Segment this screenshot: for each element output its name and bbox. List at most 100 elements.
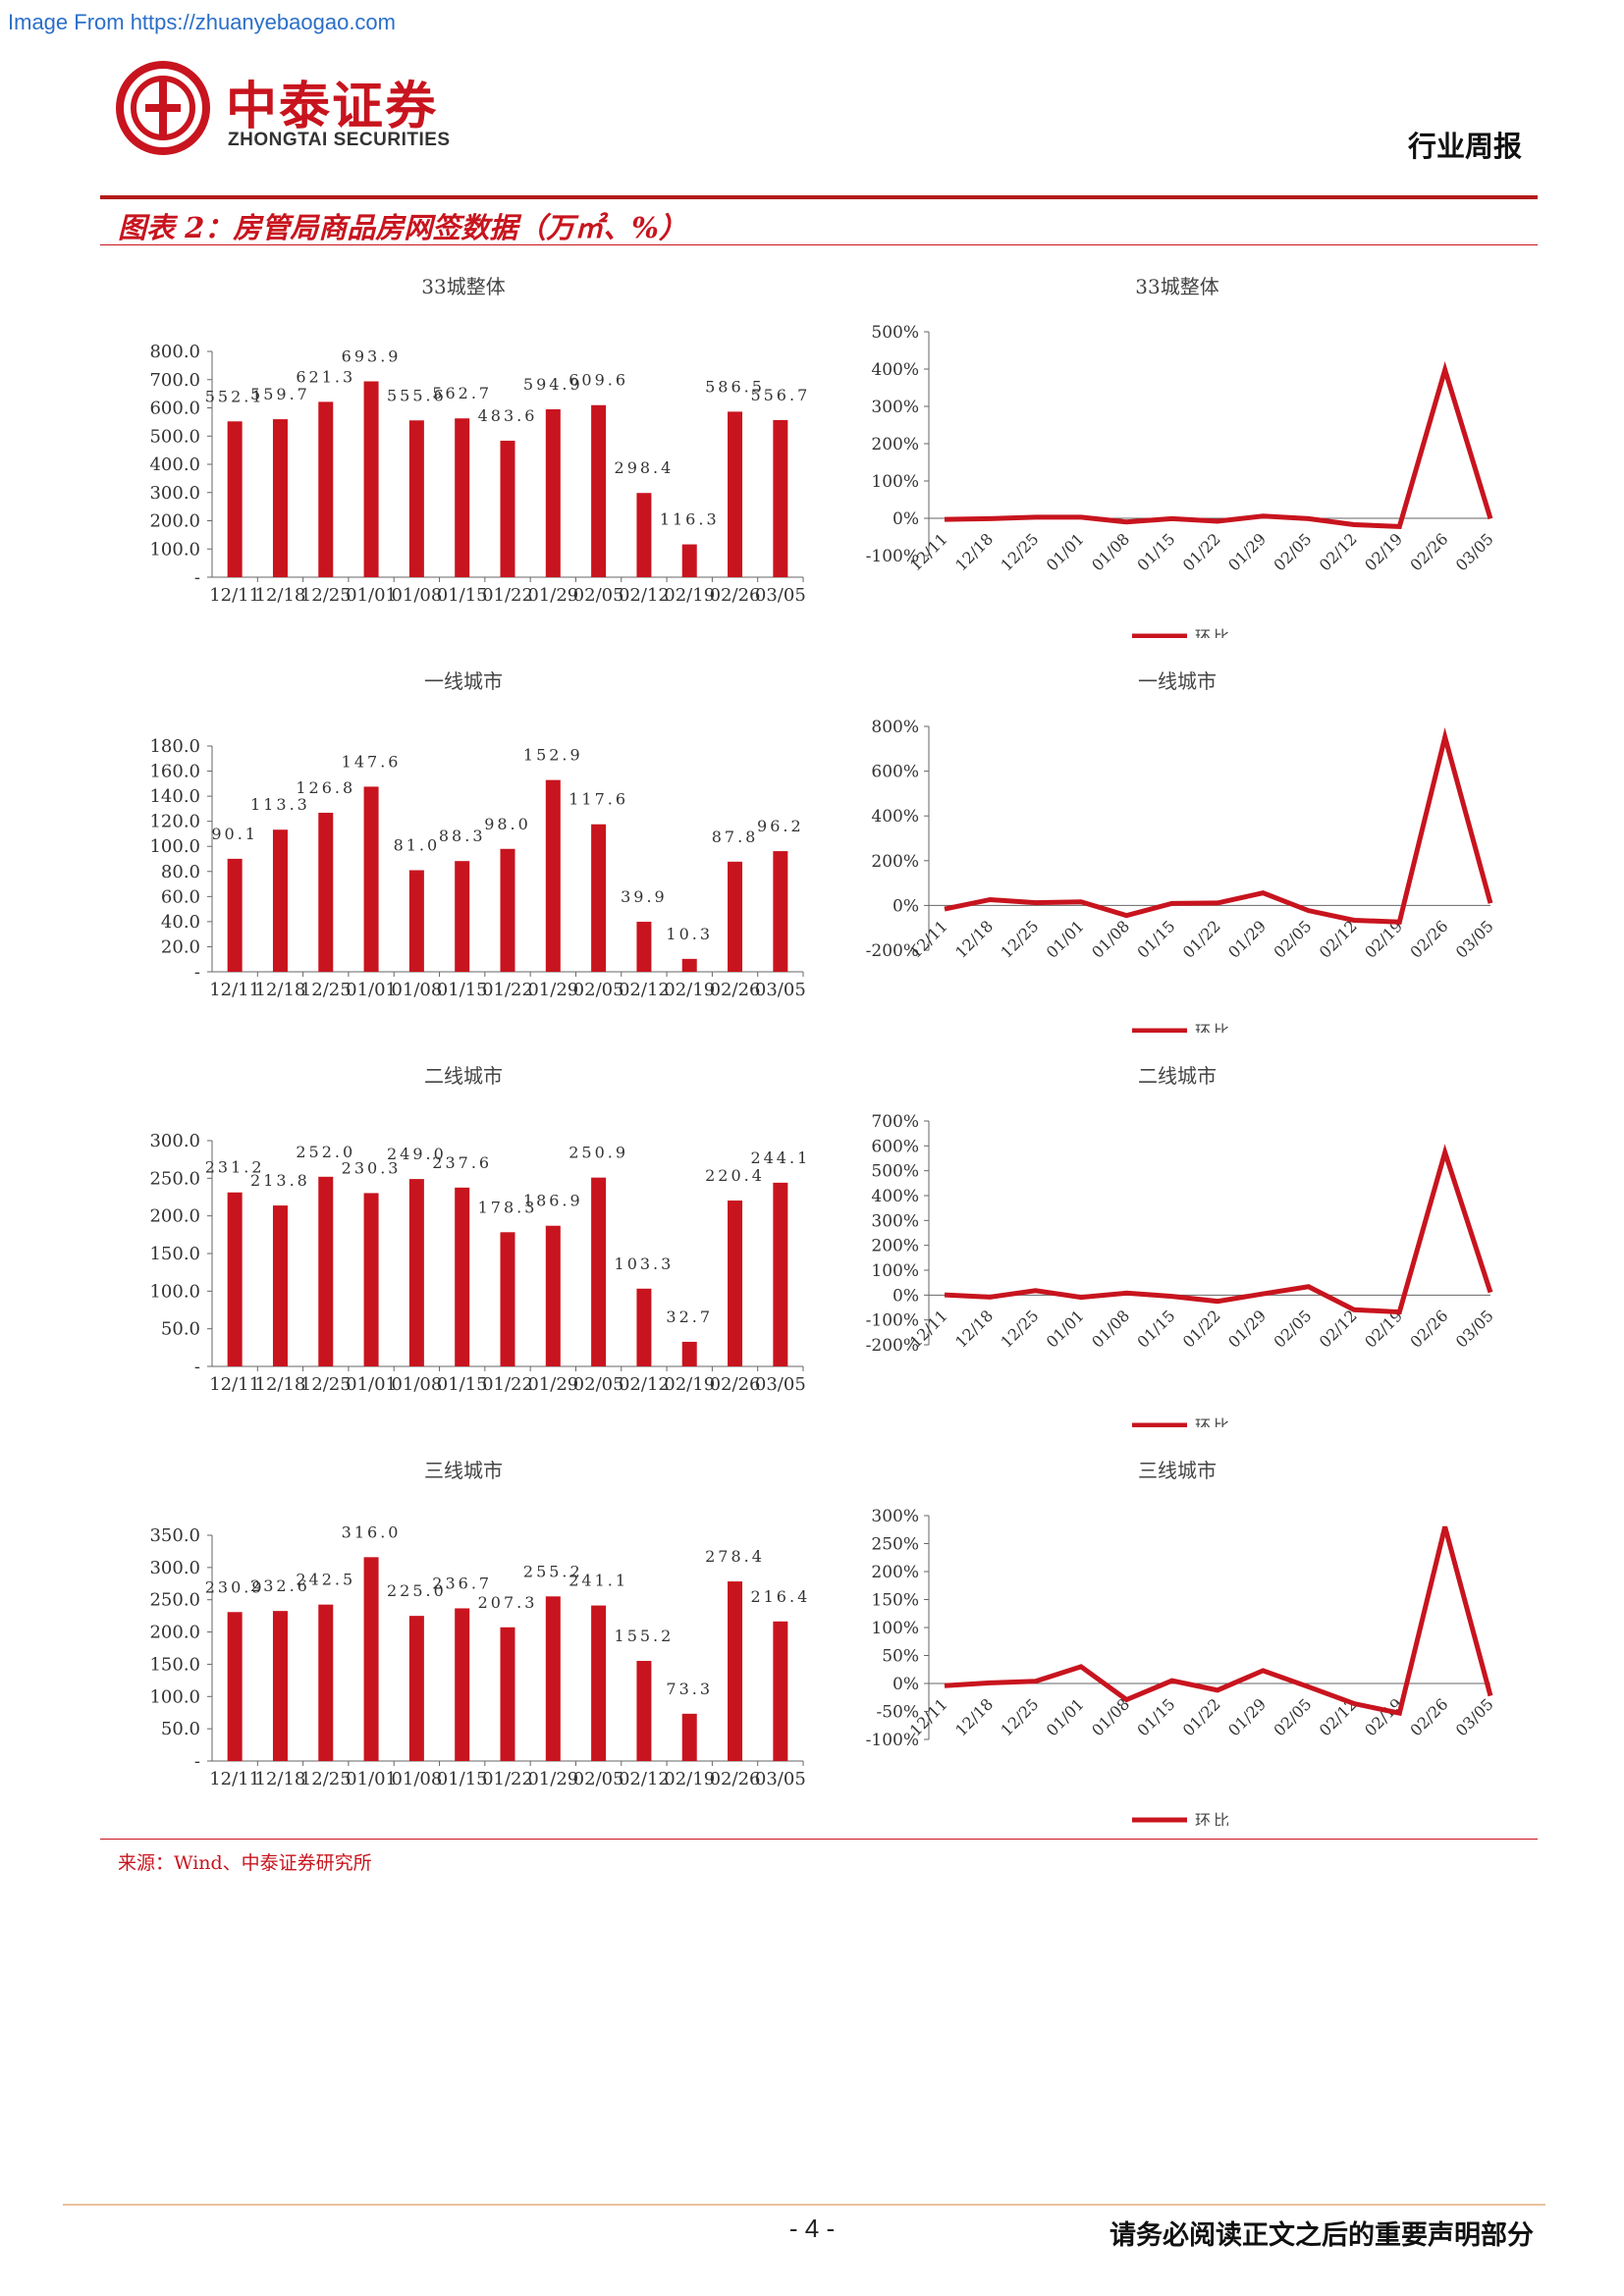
bar (408, 870, 424, 972)
y-tick-label: 400% (871, 360, 919, 380)
x-tick-label: 12/18 (951, 529, 997, 574)
y-tick-label: 300.0 (149, 1558, 200, 1578)
data-label: 103.3 (615, 1255, 675, 1273)
data-label: 242.5 (296, 1571, 355, 1589)
chart-title: 二线城市 (1138, 1064, 1217, 1088)
x-tick-label: 12/25 (300, 1769, 352, 1789)
bar (455, 1608, 470, 1761)
data-label: 556.7 (750, 386, 810, 404)
company-logo: 中泰证券 ZHONGTAI SECURITIES (116, 61, 509, 169)
x-tick-label: 01/15 (437, 980, 488, 1000)
bar (728, 1581, 743, 1761)
x-tick-label: 01/22 (482, 585, 533, 606)
x-tick-label: 01/22 (1179, 1307, 1224, 1352)
x-tick-label: 02/12 (619, 1374, 670, 1395)
y-tick-label: 600% (871, 1137, 919, 1156)
bar (272, 1205, 288, 1366)
y-tick-label: 250.0 (149, 1590, 200, 1611)
bar (272, 829, 288, 972)
y-tick-label: 600.0 (149, 399, 200, 419)
data-label: 225.0 (387, 1581, 447, 1600)
x-tick-label: 12/25 (997, 1694, 1042, 1739)
y-tick-label: 50% (882, 1647, 919, 1667)
data-label: 316.0 (342, 1522, 402, 1541)
y-tick-label: 400% (871, 1187, 919, 1206)
x-tick-label: 02/05 (573, 1769, 624, 1789)
x-tick-label: 01/01 (346, 1769, 397, 1789)
y-tick-label: 600% (871, 763, 919, 782)
bar (728, 411, 743, 577)
y-tick-label: 0% (893, 1286, 919, 1306)
x-tick-label: 12/11 (209, 1374, 260, 1395)
x-tick-label: 01/08 (391, 1769, 442, 1789)
y-tick-label: 100% (871, 1619, 919, 1638)
chart-panel-line-3: 一线城市 -200% 0% 200% 400% 600% 800% 12/11 12/18 12… (831, 648, 1524, 1041)
bar (728, 861, 743, 972)
x-tick-label: 02/26 (710, 585, 761, 606)
x-tick-label: 02/26 (710, 1374, 761, 1395)
bar (408, 1179, 424, 1366)
bar (545, 408, 561, 577)
x-tick-label: 02/26 (1406, 1307, 1451, 1352)
x-tick-label: 12/18 (255, 980, 306, 1000)
x-tick-label: 02/05 (573, 1374, 624, 1395)
data-label: 117.6 (568, 790, 628, 809)
x-tick-label: 02/12 (619, 980, 670, 1000)
x-tick-label: 02/19 (1361, 529, 1406, 574)
x-tick-label: 01/08 (391, 1374, 442, 1395)
figure-bottom-rule (100, 1839, 1538, 1840)
y-tick-label: 400% (871, 807, 919, 827)
data-label: 90.1 (211, 825, 258, 843)
y-tick-label: 100.0 (149, 836, 200, 857)
y-tick-label: 350.0 (149, 1525, 200, 1546)
x-tick-label: 02/26 (1406, 917, 1451, 962)
bar (591, 824, 607, 972)
x-tick-label: 01/01 (346, 980, 397, 1000)
x-tick-label: 01/22 (1179, 1694, 1224, 1739)
y-tick-label: 0% (893, 896, 919, 916)
bar (500, 1627, 515, 1761)
line-chart-tier2: -200% -100% 0% 100% 200% 300% 400% 500% 600% 700%… (866, 1112, 1497, 1435)
x-tick-label: 01/29 (527, 585, 578, 606)
x-tick-label: 02/05 (1270, 917, 1315, 962)
y-tick-label: 300% (871, 1507, 919, 1526)
bar (681, 544, 697, 577)
bar (681, 958, 697, 972)
bar (318, 1604, 334, 1761)
data-label: 213.8 (250, 1171, 310, 1190)
y-tick-label: -100% (866, 547, 919, 566)
data-label: 32.7 (666, 1308, 713, 1326)
bar-chart-33city: - 100.0 200.0 300.0 400.0 500.0 600.0 700.0 800.… (149, 342, 810, 606)
x-tick-label: 02/05 (573, 585, 624, 606)
x-tick-label: 01/29 (1224, 917, 1270, 962)
y-tick-label: 100.0 (149, 1686, 200, 1707)
bar-chart-tier1: - 20.0 40.0 60.0 80.0 100.0 120.0 140.0 160.0 180… (149, 736, 805, 1000)
data-label: 483.6 (478, 406, 538, 425)
x-tick-label: 02/19 (664, 585, 715, 606)
x-tick-label: 02/05 (1270, 1307, 1315, 1352)
bar (591, 1177, 607, 1366)
y-tick-label: 400.0 (149, 454, 200, 475)
y-tick-label: 20.0 (161, 936, 200, 957)
y-tick-label: 140.0 (149, 786, 200, 807)
data-label: 249.0 (387, 1145, 447, 1163)
chart-panel-line-7: 三线城市 -100% -50% 0% 50% 100% 150% 200% 250% 300% 1… (831, 1437, 1524, 1830)
bar (455, 418, 470, 577)
y-tick-label: -200% (866, 941, 919, 961)
bar (500, 440, 515, 577)
x-tick-label: 03/05 (1452, 917, 1497, 962)
data-label: 126.8 (296, 778, 355, 797)
data-label: 236.7 (432, 1574, 492, 1592)
series-line (944, 1144, 1493, 1315)
y-tick-label: 250% (871, 1535, 919, 1555)
data-label: 232.6 (250, 1576, 310, 1595)
chart-title: 一线城市 (424, 669, 503, 693)
data-label: 298.4 (615, 458, 675, 477)
x-tick-label: 02/19 (664, 1374, 715, 1395)
source-banner[interactable]: Image From https://zhuanyebaogao.com (8, 10, 396, 34)
x-tick-label: 01/15 (1133, 917, 1178, 962)
y-tick-label: 200% (871, 1237, 919, 1256)
data-label: 207.3 (478, 1593, 538, 1612)
data-label: 186.9 (523, 1192, 583, 1210)
x-tick-label: 01/22 (1179, 917, 1224, 962)
